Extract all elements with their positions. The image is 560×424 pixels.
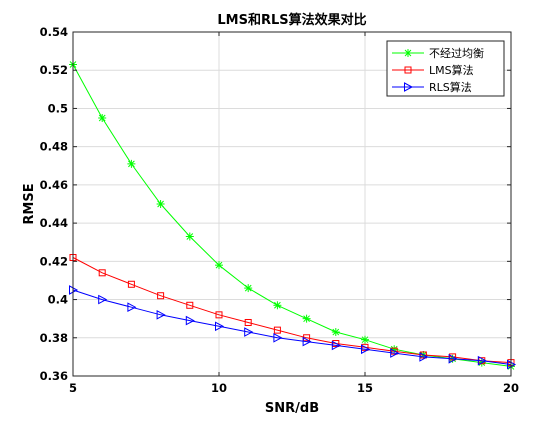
series-3 — [69, 285, 517, 370]
series-3-point-triangle-marker — [156, 310, 166, 320]
legend-entry: RLS算法 — [392, 80, 472, 94]
series-3-point-triangle-marker — [127, 302, 137, 313]
y-tick-label: 0.42 — [40, 254, 68, 268]
series-1-point-asterisk-marker — [244, 284, 253, 293]
grid — [73, 32, 511, 376]
series-1-point-asterisk-marker — [156, 200, 165, 208]
series-2-point-square-marker — [244, 318, 252, 326]
x-tick-label: 15 — [357, 381, 373, 395]
series-1-point-asterisk-marker — [98, 114, 107, 122]
series-3-point-triangle-marker — [302, 336, 312, 347]
series-1-line — [72, 64, 512, 367]
x-axis-label: SNR/dB — [265, 401, 319, 416]
y-tick-label: 0.46 — [40, 178, 68, 192]
legend-label: RLS算法 — [429, 80, 472, 94]
x-tick-label: 20 — [503, 381, 519, 395]
series-3-point-triangle-marker — [419, 352, 429, 362]
legend-triangle-marker — [404, 82, 414, 92]
series-2-point-square-marker — [186, 301, 194, 309]
y-tick-label: 0.5 — [48, 101, 68, 115]
y-tick-label: 0.52 — [40, 63, 68, 77]
series-3-point-triangle-marker — [244, 327, 254, 337]
series-2-point-square-marker — [273, 326, 281, 334]
y-tick-label: 0.38 — [40, 331, 68, 345]
y-tick-label: 0.36 — [40, 369, 68, 383]
series-2-point-square-marker — [215, 311, 223, 319]
series-2-line — [72, 257, 512, 364]
y-tick-label: 0.44 — [40, 216, 68, 230]
legend-label: LMS算法 — [429, 63, 474, 77]
series-1-point-asterisk-marker — [215, 261, 223, 270]
series-1-point-asterisk-marker — [302, 314, 311, 323]
y-tick-label: 0.54 — [40, 25, 68, 39]
series-3-point-triangle-marker — [215, 321, 225, 332]
series-3-point-triangle-marker — [273, 332, 283, 343]
axis-ticks: 0.36 0.38 0.4 0.42 0.44 0.46 0.48 0.5 0.52 0.54 5 1… — [40, 25, 519, 395]
series-3-point-triangle-marker — [331, 340, 341, 351]
series-3-point-triangle-marker — [477, 355, 487, 366]
series-1-point-asterisk-marker — [127, 159, 136, 168]
legend-asterisk-marker — [404, 49, 412, 57]
y-axis-label: RMSE — [22, 183, 37, 224]
series-1-point-asterisk-marker — [185, 232, 194, 241]
legend-square-marker — [404, 66, 412, 74]
legend-entry: LMS算法 — [392, 63, 474, 77]
chart-title: LMS和RLS算法效果对比 — [217, 12, 366, 28]
y-tick-label: 0.48 — [40, 140, 68, 154]
series-3-point-triangle-marker — [390, 348, 400, 358]
series-2-point-square-marker — [157, 292, 165, 300]
legend: 不经过均衡 LMS算法 RLS算法 — [386, 40, 505, 97]
series-3-point-triangle-marker — [98, 294, 108, 305]
plot-frame — [72, 31, 512, 377]
series-2-point-square-marker — [98, 269, 106, 277]
legend-entry: 不经过均衡 — [392, 47, 484, 60]
series-3-point-triangle-marker — [448, 353, 458, 364]
series-3-line — [72, 289, 512, 365]
series-2-point-square-marker — [127, 280, 135, 288]
series-3-point-triangle-marker — [185, 315, 195, 326]
y-tick-label: 0.4 — [48, 293, 68, 307]
x-tick-label: 5 — [69, 381, 77, 395]
series-1-point-asterisk-marker — [361, 335, 369, 344]
series-1-point-asterisk-marker — [331, 328, 340, 337]
series-3-point-triangle-marker — [361, 344, 371, 355]
x-tick-label: 10 — [211, 381, 227, 395]
series-1-point-asterisk-marker — [273, 301, 282, 310]
legend-label: 不经过均衡 — [429, 47, 484, 60]
